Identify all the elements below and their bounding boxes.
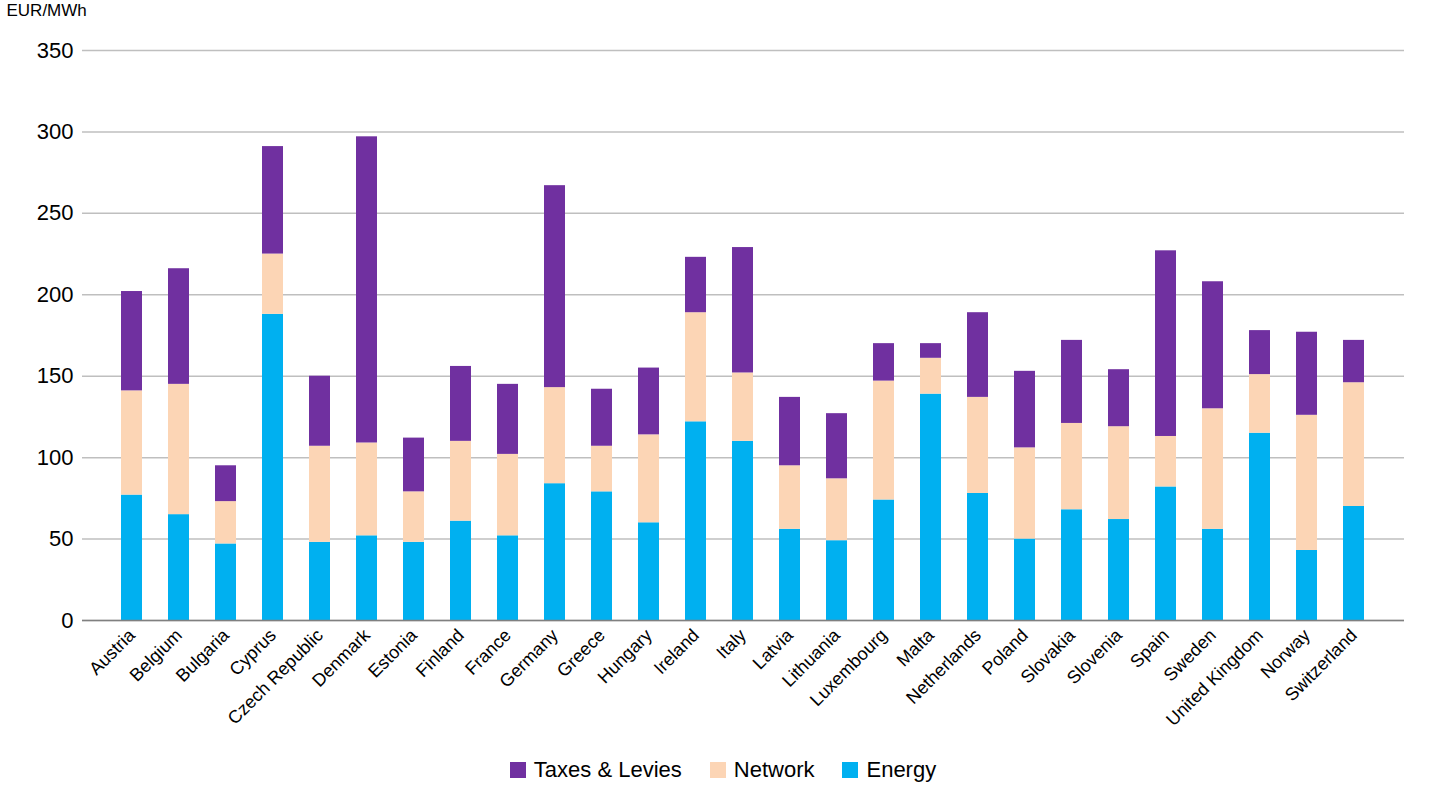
svg-text:EUR/MWh: EUR/MWh [7,1,87,20]
html-text:Taxes & Levies: Taxes & Levies [533,757,682,782]
svg-text:Bulgaria: Bulgaria [172,624,234,686]
svg-text:Ireland: Ireland [650,625,703,678]
svg-text:Belgium: Belgium [125,625,186,686]
svg-text:Spain: Spain [1126,625,1173,672]
html-text:Network: Network [733,757,815,782]
svg-text:50: 50 [49,526,73,551]
svg-text:Lithuania: Lithuania [778,625,844,691]
svg-text:150: 150 [37,363,74,388]
svg-text:Switzerland: Switzerland [1281,625,1361,705]
svg-text:250: 250 [37,200,74,225]
svg-text:350: 350 [37,38,74,63]
svg-text:Sweden: Sweden [1159,625,1220,686]
svg-text:Latvia: Latvia [748,625,797,674]
svg-text:Greece: Greece [553,625,609,681]
svg-text:200: 200 [37,282,74,307]
svg-text:300: 300 [37,119,74,144]
svg-text:Germany: Germany [495,625,561,691]
svg-text:Luxembourg: Luxembourg [806,625,891,710]
svg-text:Finland: Finland [412,625,468,681]
svg-text:Hungary: Hungary [594,625,656,687]
svg-text:Cyprus: Cyprus [225,625,280,680]
svg-text:Austria: Austria [85,625,139,679]
svg-text:Estonia: Estonia [364,624,421,681]
svg-text:Slovakia: Slovakia [1016,625,1079,688]
svg-text:Slovenia: Slovenia [1063,624,1127,688]
svg-text:0: 0 [61,608,73,633]
svg-text:100: 100 [37,445,74,470]
svg-text:Malta: Malta [892,625,938,671]
svg-text:Czech Republic: Czech Republic [223,625,327,729]
svg-text:Norway: Norway [1256,625,1314,683]
svg-text:Poland: Poland [978,625,1032,679]
svg-text:United Kingdom: United Kingdom [1162,625,1267,730]
svg-text:France: France [461,625,515,679]
html-text:Energy: Energy [866,757,937,782]
svg-text:Denmark: Denmark [308,624,374,690]
svg-text:Netherlands: Netherlands [902,625,985,708]
svg-text:Italy: Italy [712,625,749,662]
